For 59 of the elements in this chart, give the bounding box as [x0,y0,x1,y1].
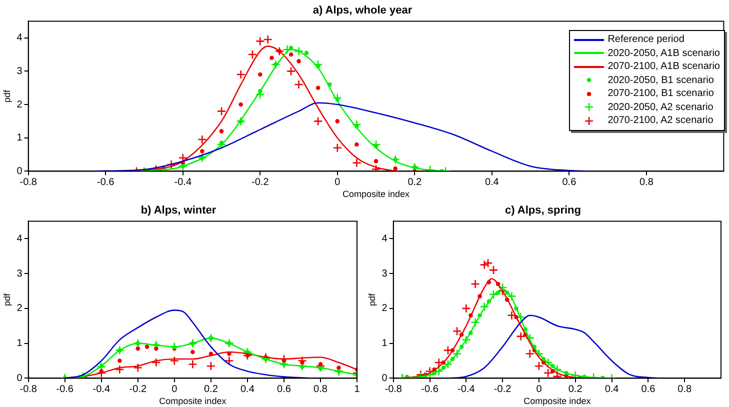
x-tick-label: -0.6 [97,176,115,188]
y-tick-label: 1 [382,338,388,350]
chart-title: a) Alps, whole year [312,4,413,17]
y-tick-label: 3 [16,268,23,280]
x-tick-label: 0.4 [484,176,500,188]
y-tick-label: 3 [382,268,388,280]
x-tick-label: 1 [354,384,360,395]
x-tick-label: 0 [536,384,542,395]
x-axis-title: Composite index [524,396,592,406]
y-tick-label: 2 [16,99,23,110]
x-tick-label: 0.6 [277,384,292,395]
y-axis-title: pdf [2,292,12,306]
x-axis-title: Composite index [159,396,227,406]
x-tick-label: -0.8 [20,176,38,188]
legend-label: Reference period [608,33,684,46]
x-tick-label: -0.2 [129,384,147,395]
x-tick-label: -0.6 [56,384,74,395]
chart-title: b) Alps, winter [140,204,217,217]
x-tick-label: -0.6 [421,384,439,395]
y-tick-label: 2 [16,303,23,314]
x-tick-label: 0.2 [408,176,422,188]
y-tick-label: 0 [16,166,23,177]
y-tick-label: 1 [16,338,23,350]
x-tick-label: -0.8 [20,384,38,395]
chart-title: c) Alps, spring [505,204,581,217]
x-axis-title: Composite index [342,189,410,200]
x-tick-label: 0.6 [641,384,656,395]
legend-label: 2070-2100, B1 scenario [608,87,714,100]
y-tick-label: 0 [16,372,23,384]
x-tick-label: -0.4 [458,384,476,395]
y-tick-label: 4 [16,233,23,244]
x-tick-label: 0 [172,384,178,395]
legend-label: 2020-2050, A2 scenario [608,100,714,114]
x-tick-label: 0.8 [639,176,654,188]
x-tick-label: 0.8 [314,384,328,395]
x-tick-label: 0.4 [240,384,255,395]
x-tick-label: -0.8 [384,384,402,395]
x-tick-label: 0 [334,176,341,188]
y-axis-title: pdf [366,292,377,306]
x-tick-label: 0.4 [604,384,620,395]
legend-label: 2070-2100, A2 scenario [608,114,714,128]
x-tick-label: 0.2 [568,384,583,395]
x-tick-label: 0.2 [204,384,218,395]
x-tick-label: -0.4 [92,384,110,395]
x-tick-label: -0.2 [494,384,512,395]
y-tick-label: 0 [382,372,388,384]
legend-label: 2020-2050, B1 scenario [608,74,714,87]
y-tick-label: 2 [382,303,388,314]
y-axis-title: pdf [2,89,12,102]
x-tick-label: -0.2 [252,176,270,188]
legend-label: 2070-2100, A1B scenario [608,60,720,74]
x-tick-label: -0.4 [174,176,192,188]
x-tick-label: 0.8 [678,384,692,395]
y-tick-label: 4 [382,233,388,244]
y-tick-label: 4 [16,32,23,44]
legend-label: 2020-2050, A1B scenario [608,46,720,60]
y-tick-label: 1 [16,132,23,144]
y-tick-label: 3 [16,66,23,77]
x-tick-label: 0.6 [562,176,577,188]
